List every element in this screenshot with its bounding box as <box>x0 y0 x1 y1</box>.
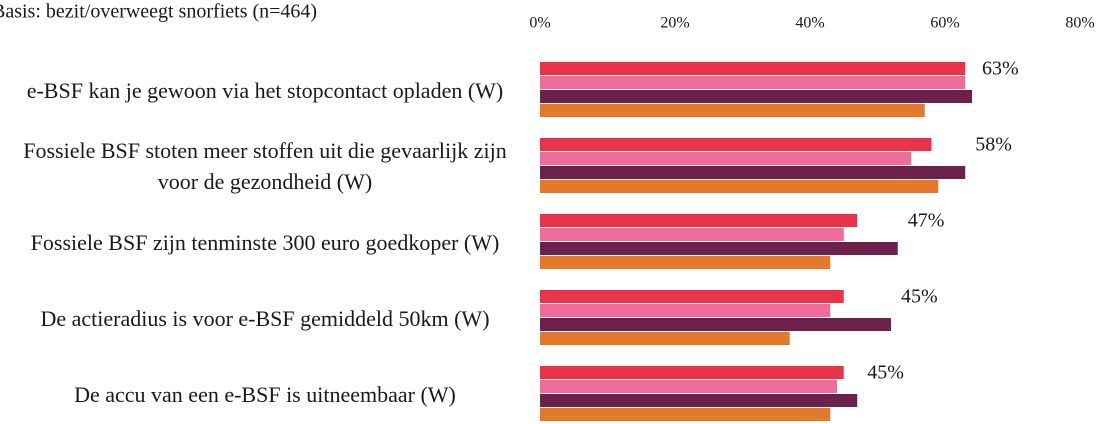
x-tick-label: 40% <box>795 15 824 32</box>
bar <box>540 408 831 421</box>
bar <box>540 332 790 345</box>
bar <box>540 304 831 317</box>
value-label: 63% <box>982 58 1019 80</box>
value-label: 47% <box>908 210 945 232</box>
subtitle: Basis: bezit/overweegt snorfiets (n=464) <box>0 1 317 23</box>
category-label: De actieradius is voor e-BSF gemiddeld 5… <box>40 305 490 331</box>
bar <box>540 152 912 165</box>
category-label: e-BSF kan je gewoon via het stopcontact … <box>26 77 504 103</box>
bar <box>540 104 925 117</box>
value-label: 45% <box>867 362 904 384</box>
bar <box>540 290 844 303</box>
bar <box>540 242 898 255</box>
bar <box>540 256 831 269</box>
category-label: De accu van een e-BSF is uitneembaar (W) <box>74 381 456 407</box>
bar <box>540 228 844 241</box>
x-tick-label: 80% <box>1065 15 1094 32</box>
bar <box>540 138 932 151</box>
bar <box>540 62 966 75</box>
x-tick-label: 0% <box>529 15 550 32</box>
x-tick-label: 20% <box>660 15 689 32</box>
category-label: Fossiele BSF stoten meer stoffen uit die… <box>23 138 507 194</box>
bar <box>540 180 939 193</box>
bar <box>540 90 972 103</box>
category-label: Fossiele BSF zijn tenminste 300 euro goe… <box>30 229 500 255</box>
bar <box>540 76 966 89</box>
bar <box>540 394 858 407</box>
x-tick-label: 60% <box>930 15 959 32</box>
value-label: 58% <box>975 134 1012 156</box>
bar <box>540 380 837 393</box>
bar <box>540 166 966 179</box>
value-label: 45% <box>901 286 938 308</box>
bar <box>540 366 844 379</box>
bar <box>540 318 891 331</box>
bar <box>540 214 858 227</box>
